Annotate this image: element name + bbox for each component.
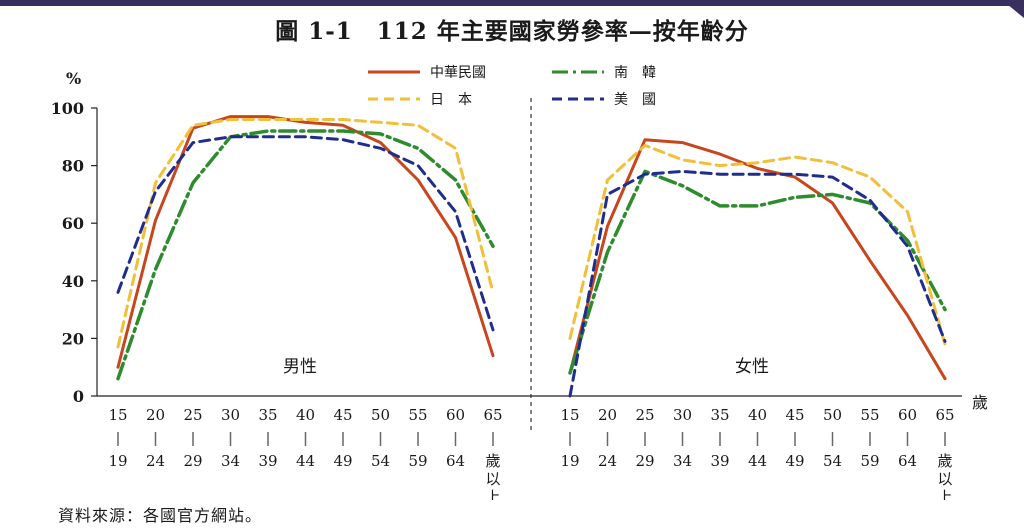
x-axis-unit: 歲 xyxy=(972,393,988,412)
x-tick-label: 64 xyxy=(898,452,917,470)
y-tick-label: 40 xyxy=(62,272,84,291)
x-tick-label: 40 xyxy=(748,406,767,424)
x-tick-label: 29 xyxy=(183,452,202,470)
labor-participation-chart: % 0 20 40 60 80 100 15 19 20 24 25 29 30 34 35 39 40 44 45 4… xyxy=(51,65,988,500)
legend-label: 日 本 xyxy=(430,92,472,108)
x-tick-label: 35 xyxy=(710,406,729,424)
series-line xyxy=(116,118,495,349)
x-tick-label: 45 xyxy=(333,406,352,424)
x-tick-label: 64 xyxy=(446,452,465,470)
x-tick-label: 35 xyxy=(258,406,277,424)
x-tick-label: 15 xyxy=(560,406,579,424)
x-tick-label: 65 xyxy=(483,406,502,424)
panel-label: 女性 xyxy=(735,357,769,377)
x-tick-label: 25 xyxy=(635,406,654,424)
source-note: 資料來源：各國官方網站。 xyxy=(58,506,263,525)
series-line xyxy=(568,169,947,398)
x-tick-label: 上 xyxy=(937,488,952,500)
x-tick-label: 50 xyxy=(823,406,842,424)
x-tick-label: 24 xyxy=(146,452,165,470)
x-tick-label: 以 xyxy=(937,470,952,488)
x-tick-label: 39 xyxy=(258,452,277,470)
x-tick-label: 歲 xyxy=(937,452,952,470)
y-tick-label: 80 xyxy=(62,157,84,176)
x-tick-label: 49 xyxy=(333,452,352,470)
panel-label: 男性 xyxy=(283,357,317,377)
series-line xyxy=(568,169,947,375)
x-tick-label: 55 xyxy=(860,406,879,424)
x-tick-label: 60 xyxy=(898,406,917,424)
x-tick-label: 歲 xyxy=(485,452,500,470)
x-tick-label: 29 xyxy=(635,452,654,470)
x-tick-label: 34 xyxy=(673,452,692,470)
x-tick-label: 30 xyxy=(221,406,240,424)
y-tick-label: 0 xyxy=(73,387,84,406)
y-tick-label: 100 xyxy=(51,99,84,118)
corner-decoration xyxy=(1002,0,1024,18)
x-tick-label: 15 xyxy=(108,406,127,424)
x-tick-label: 44 xyxy=(296,452,315,470)
x-tick-label: 39 xyxy=(710,452,729,470)
x-tick-label: 以 xyxy=(485,470,500,488)
x-tick-label: 40 xyxy=(296,406,315,424)
legend-label: 中華民國 xyxy=(430,65,486,81)
x-tick-label: 60 xyxy=(446,406,465,424)
x-tick-label: 19 xyxy=(560,452,579,470)
legend-label: 美 國 xyxy=(614,92,656,108)
y-axis-unit: % xyxy=(66,69,81,88)
series-line xyxy=(116,129,495,381)
x-tick-label: 20 xyxy=(598,406,617,424)
x-tick-label: 44 xyxy=(748,452,767,470)
x-tick-label: 上 xyxy=(485,488,500,500)
header-stripe xyxy=(0,0,1024,6)
x-tick-label: 54 xyxy=(371,452,390,470)
x-tick-label: 24 xyxy=(598,452,617,470)
x-tick-label: 45 xyxy=(785,406,804,424)
x-tick-label: 54 xyxy=(823,452,842,470)
series-line xyxy=(568,143,947,346)
x-tick-label: 59 xyxy=(408,452,427,470)
x-tick-label: 20 xyxy=(146,406,165,424)
series-line xyxy=(568,138,947,381)
legend-label: 南 韓 xyxy=(614,65,656,81)
series-line xyxy=(116,135,495,332)
y-tick-label: 60 xyxy=(62,214,84,233)
x-tick-label: 19 xyxy=(108,452,127,470)
y-tick-label: 20 xyxy=(62,329,84,348)
chart-title: 圖 1-1 112 年主要國家勞參率—按年齡分 xyxy=(275,18,749,45)
x-tick-label: 50 xyxy=(371,406,390,424)
x-tick-label: 59 xyxy=(860,452,879,470)
x-tick-label: 30 xyxy=(673,406,692,424)
x-tick-label: 49 xyxy=(785,452,804,470)
x-tick-label: 65 xyxy=(935,406,954,424)
x-tick-label: 25 xyxy=(183,406,202,424)
x-tick-label: 34 xyxy=(221,452,240,470)
x-tick-label: 55 xyxy=(408,406,427,424)
